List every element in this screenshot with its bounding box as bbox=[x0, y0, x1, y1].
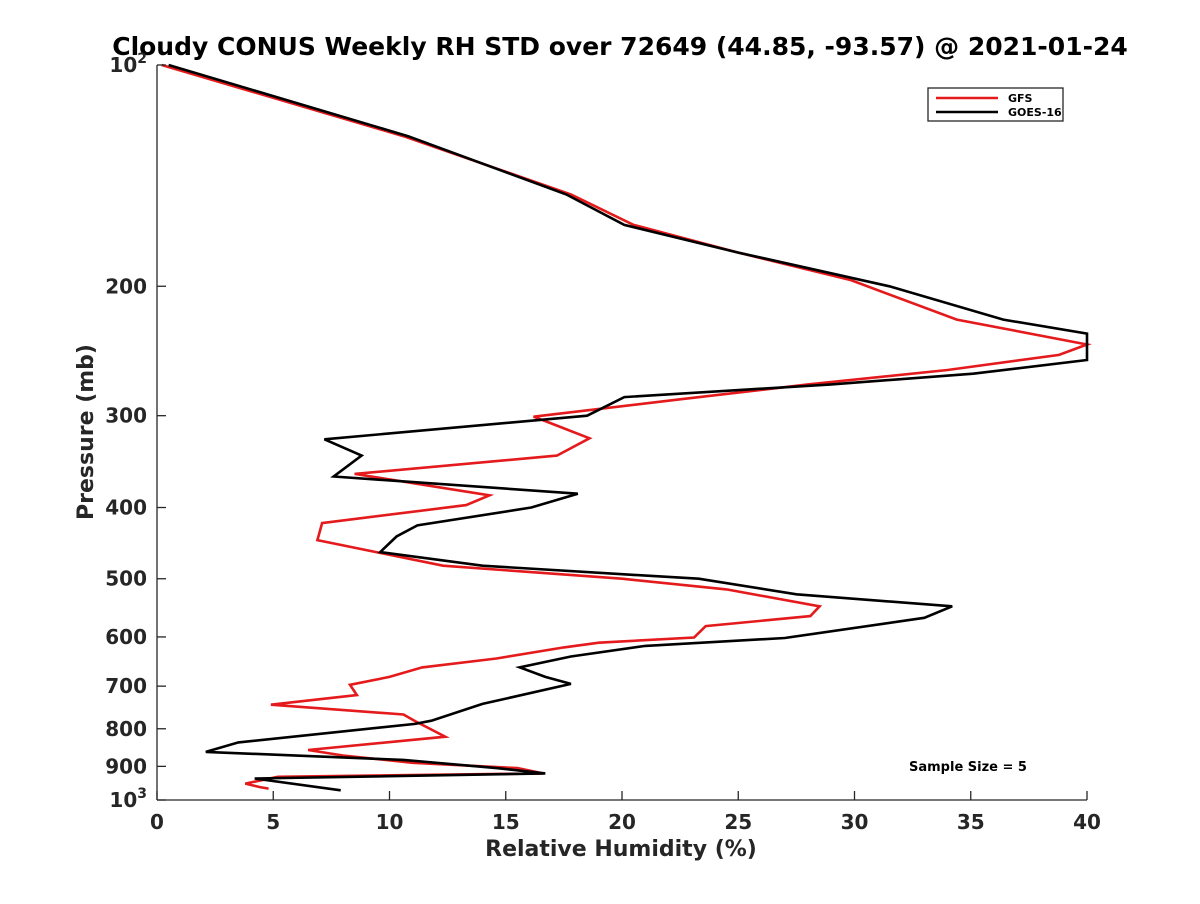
plot-area bbox=[157, 65, 1087, 800]
legend-label: GOES-16 bbox=[1008, 106, 1062, 119]
y-tick-label: 103 bbox=[109, 786, 147, 812]
x-tick-label: 10 bbox=[376, 810, 404, 834]
x-tick-label: 35 bbox=[957, 810, 985, 834]
legend-box bbox=[927, 87, 1064, 122]
y-tick-label: 600 bbox=[105, 625, 147, 649]
series-layer bbox=[161, 63, 1092, 792]
y-tick-label: 300 bbox=[105, 404, 147, 428]
legend-label: GFS bbox=[1008, 92, 1033, 105]
series-line-goes-16 bbox=[168, 63, 1089, 792]
series-line-gfs bbox=[161, 63, 1092, 790]
sample-size-annotation: Sample Size = 5 bbox=[909, 760, 1027, 775]
x-axis-label: Relative Humidity (%) bbox=[485, 837, 757, 862]
y-axis-label: Pressure (mb) bbox=[74, 344, 99, 520]
x-tick-label: 20 bbox=[608, 810, 636, 834]
axes-layer: 0 5 10 15 20 25 30 35 40 102 200 300 400 500 600 700 800… bbox=[105, 51, 1101, 834]
y-tick-label: 400 bbox=[105, 496, 147, 520]
chart-title: Cloudy CONUS Weekly RH STD over 72649 (4… bbox=[112, 32, 1128, 61]
x-tick-label: 0 bbox=[150, 810, 164, 834]
x-tick-label: 5 bbox=[266, 810, 280, 834]
y-tick-label: 102 bbox=[109, 51, 147, 77]
plot-background bbox=[157, 65, 1087, 800]
x-tick-label: 40 bbox=[1073, 810, 1101, 834]
y-tick-label: 500 bbox=[105, 567, 147, 591]
x-tick-label: 25 bbox=[724, 810, 752, 834]
x-tick-label: 30 bbox=[841, 810, 869, 834]
y-tick-label: 900 bbox=[105, 754, 147, 778]
y-tick-label: 200 bbox=[105, 274, 147, 298]
x-tick-label: 15 bbox=[492, 810, 520, 834]
y-tick-label: 700 bbox=[105, 674, 147, 698]
y-tick-label: 800 bbox=[105, 717, 147, 741]
